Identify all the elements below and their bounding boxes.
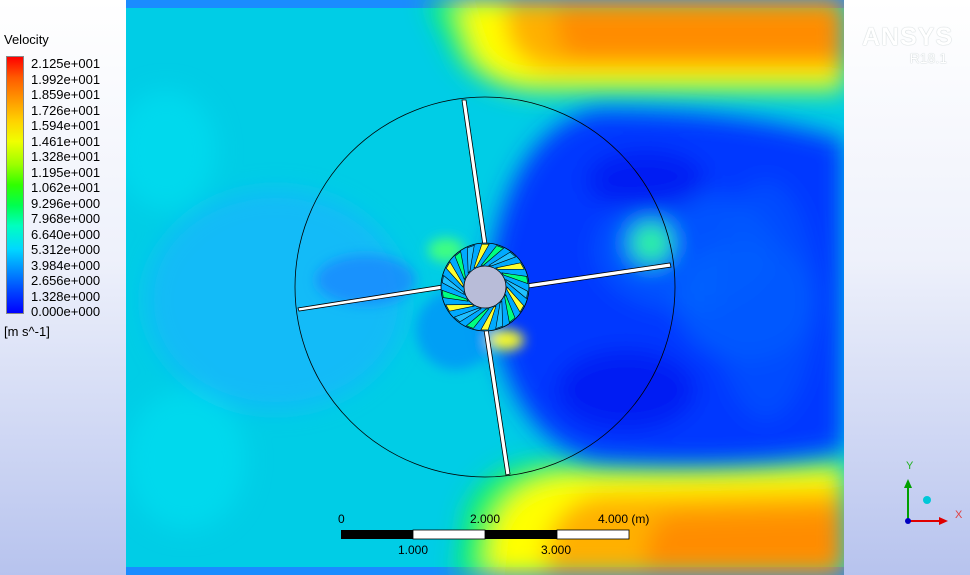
impeller-vane <box>467 244 475 274</box>
legend-tick-label: 1.195e+001 <box>31 164 101 180</box>
legend-tick-label: 5.312e+000 <box>31 242 101 257</box>
impeller-vane <box>465 308 490 329</box>
triad-y-label: Y <box>906 460 914 472</box>
impeller-vane <box>441 289 469 302</box>
impeller-vane <box>504 293 516 324</box>
legend-tick-label: 1.859e+001 <box>31 87 101 102</box>
graphics-viewport[interactable] <box>126 0 844 575</box>
legend-tick-label: 1.992e+001 <box>31 71 101 87</box>
velocity-legend: Velocity 2.125e+001 1.992e+001 1.859e+001 1… <box>4 32 128 342</box>
rotor-domain-circle <box>294 96 676 478</box>
legend-tick-label: 6.640e+000 <box>31 226 101 242</box>
impeller-vane <box>501 272 529 285</box>
legend-title: Velocity <box>4 32 49 47</box>
legend-tick-label: 1.594e+001 <box>31 118 101 133</box>
scale-bar: 0 2.000 4.000 (m) 1.000 3.000 <box>336 512 686 560</box>
legend-tick-label: 7.968e+000 <box>31 211 101 226</box>
triad-arrows <box>904 479 948 525</box>
scale-label-1: 1.000 <box>398 543 429 557</box>
axis-triad: Y X <box>897 458 970 538</box>
scale-bar-segments <box>341 529 630 540</box>
impeller-vane <box>454 250 466 281</box>
legend-tick-label: 9.296e+000 <box>31 195 101 211</box>
shaft-hub <box>463 265 507 309</box>
legend-tick-label: 1.726e+001 <box>31 102 101 118</box>
legend-tick-label: 3.984e+000 <box>31 257 101 273</box>
velocity-contour-plot <box>126 0 844 575</box>
legend-units: [m s^-1] <box>4 324 50 339</box>
impeller-vane <box>495 300 503 330</box>
legend-tick-label: 1.062e+001 <box>31 180 101 195</box>
impeller-vane <box>441 274 465 296</box>
legend-tick-label: 2.125e+001 <box>31 56 101 71</box>
scale-label-4: 4.000 (m) <box>598 512 650 526</box>
scale-label-2: 2.000 <box>470 512 501 526</box>
impeller-vane <box>445 261 464 288</box>
turbine-blades <box>297 99 672 476</box>
legend-tick-label: 1.461e+001 <box>31 133 101 149</box>
impeller-vane <box>505 278 529 300</box>
brand-name: ANSYS <box>862 23 954 51</box>
legend-tick-label: 1.328e+001 <box>31 149 101 164</box>
impeller-vane <box>480 245 505 266</box>
triad-x-label: X <box>955 509 963 521</box>
impeller-vane <box>480 305 497 331</box>
legend-tick-label: 2.656e+000 <box>31 273 101 288</box>
scale-label-0: 0 <box>338 512 345 526</box>
impeller-vane <box>473 243 490 269</box>
legend-tick-label: 0.000e+000 <box>31 304 101 319</box>
brand-version: R18.1 <box>909 50 947 66</box>
impeller-vane <box>453 307 482 323</box>
legend-color-bar <box>6 56 24 314</box>
scale-label-3: 3.000 <box>541 543 572 557</box>
impeller-vane <box>495 262 525 270</box>
impeller-vane <box>445 304 475 312</box>
impeller-vane <box>488 251 517 267</box>
legend-tick-label: 1.328e+000 <box>31 288 101 304</box>
impeller-vane <box>506 286 525 313</box>
ansys-logo: ANSYS R18.1 <box>862 23 954 66</box>
